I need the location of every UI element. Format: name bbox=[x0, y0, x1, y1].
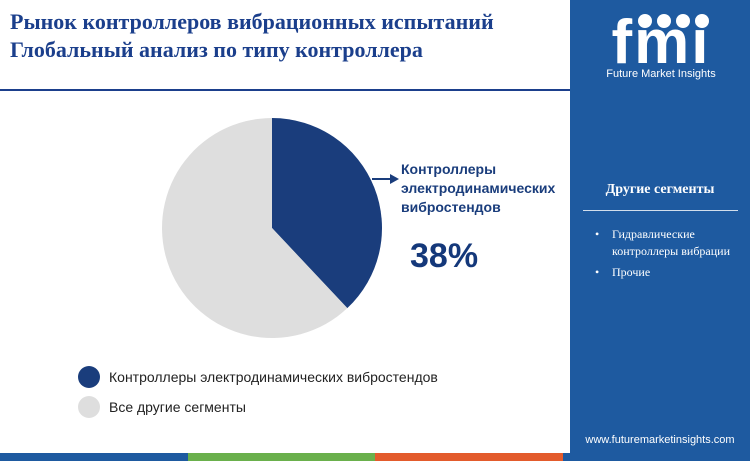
sidebar-title: Другие сегменты bbox=[605, 182, 715, 197]
legend-label-electrodynamic: Контроллеры электродинамических вибросте… bbox=[109, 369, 438, 385]
pie-chart bbox=[161, 118, 382, 338]
pie-slice-0 bbox=[272, 118, 382, 309]
callout-label: Контроллеры электродинамических вибросте… bbox=[401, 161, 556, 215]
sidebar-panel bbox=[570, 0, 750, 453]
legend-swatch-electrodynamic bbox=[78, 366, 100, 388]
legend-swatch-other bbox=[78, 396, 100, 418]
legend-item-other: Все другие сегменты bbox=[78, 395, 438, 419]
bottom-bar-segment bbox=[375, 453, 563, 461]
logo-subtitle: Future Market Insights bbox=[606, 68, 716, 80]
sidebar-item-other: • Прочие bbox=[594, 264, 734, 281]
website-link[interactable]: www.futuremarketinsights.com bbox=[585, 434, 735, 446]
legend-label-other: Все другие сегменты bbox=[109, 399, 246, 415]
chart-title-line-2: Глобальный анализ по типу контроллера bbox=[10, 37, 423, 62]
fmi-logo: fmi bbox=[612, 8, 709, 77]
sidebar-list: • Гидравлические контроллеры вибрации • Пр… bbox=[594, 226, 734, 285]
pie-slice-1 bbox=[161, 118, 348, 338]
chart-legend: Контроллеры электродинамических вибросте… bbox=[78, 365, 438, 425]
bottom-bar-segment bbox=[0, 453, 188, 461]
chart-title-line-1: Рынок контроллеров вибрационных испытани… bbox=[10, 9, 494, 34]
legend-item-electrodynamic: Контроллеры электродинамических вибросте… bbox=[78, 365, 438, 389]
logo-globe-icon-1 bbox=[638, 14, 652, 28]
title-divider bbox=[0, 89, 570, 91]
bottom-bar-segment bbox=[562, 453, 750, 461]
sidebar-item-hydraulic-label: Гидравлические контроллеры вибрации bbox=[612, 227, 731, 258]
logo-globe-icon-4 bbox=[695, 14, 709, 28]
chart-title: Рынок контроллеров вибрационных испытани… bbox=[10, 8, 565, 64]
bottom-color-bar bbox=[0, 453, 750, 461]
callout-arrow-icon bbox=[372, 174, 399, 184]
logo-globe-icon-2 bbox=[657, 14, 671, 28]
sidebar-item-hydraulic: • Гидравлические контроллеры вибрации bbox=[594, 226, 734, 260]
callout-value: 38% bbox=[410, 237, 479, 275]
bullet-icon: • bbox=[595, 265, 600, 279]
bullet-icon: • bbox=[595, 227, 600, 241]
sidebar-divider bbox=[583, 210, 738, 211]
logo-globe-icon-3 bbox=[676, 14, 690, 28]
sidebar-item-other-label: Прочие bbox=[612, 265, 651, 279]
bottom-bar-segment bbox=[187, 453, 375, 461]
